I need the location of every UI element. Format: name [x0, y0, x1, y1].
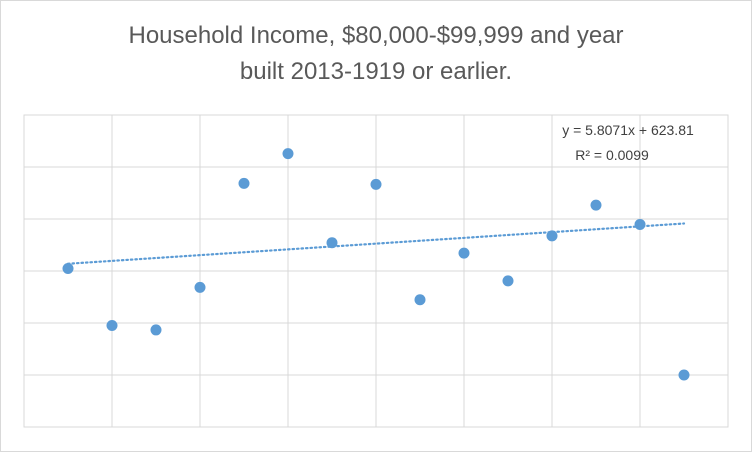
chart-title-line-1: Household Income, $80,000-$99,999 and ye…	[128, 22, 624, 49]
gridlines	[24, 115, 728, 427]
data-point	[62, 263, 74, 275]
data-points	[62, 148, 690, 381]
data-point	[678, 369, 690, 381]
data-point	[238, 177, 250, 189]
data-point	[458, 247, 470, 259]
data-point	[414, 294, 426, 306]
data-point	[106, 319, 118, 331]
data-point	[326, 237, 338, 249]
data-point	[194, 281, 206, 293]
data-point	[634, 218, 646, 230]
chart-title-line-2: built 2013-1919 or earlier.	[239, 58, 513, 85]
trendline-equation: y = 5.8071x + 623.81	[562, 122, 694, 138]
data-point	[502, 275, 514, 287]
data-point	[282, 148, 294, 160]
data-point	[590, 199, 602, 211]
trendline-r-squared: R² = 0.0099	[575, 147, 649, 163]
data-point	[370, 178, 382, 190]
chart-title: Household Income, $80,000-$99,999 and ye…	[0, 18, 752, 90]
data-point	[546, 230, 558, 242]
trendline	[66, 222, 686, 265]
data-point	[150, 324, 162, 336]
